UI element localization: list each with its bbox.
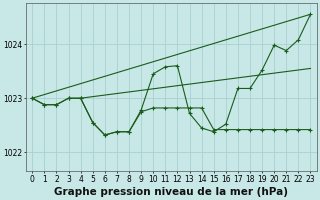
X-axis label: Graphe pression niveau de la mer (hPa): Graphe pression niveau de la mer (hPa) <box>54 187 288 197</box>
